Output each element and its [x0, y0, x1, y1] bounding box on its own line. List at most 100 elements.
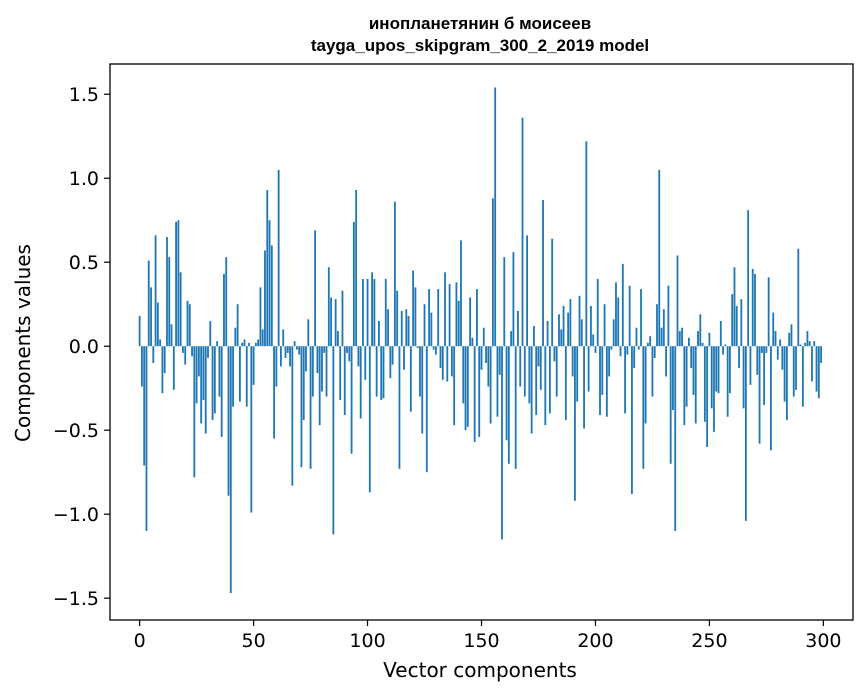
bar — [400, 310, 403, 347]
bar — [514, 346, 517, 469]
bar — [343, 346, 346, 416]
bar — [788, 332, 791, 347]
bar — [280, 346, 282, 367]
bar — [765, 346, 768, 353]
bar — [571, 346, 574, 377]
bar — [439, 346, 442, 369]
bar — [738, 346, 740, 369]
bar — [507, 346, 510, 464]
x-tick-label: 50 — [241, 630, 265, 652]
bar — [268, 220, 271, 347]
bar — [651, 346, 654, 397]
bar — [314, 230, 317, 347]
bar — [804, 342, 807, 347]
bar — [150, 287, 152, 347]
bar — [234, 327, 237, 347]
bar — [569, 299, 572, 347]
bar — [785, 346, 788, 421]
bar — [498, 346, 501, 375]
bar — [254, 342, 257, 347]
bar — [760, 346, 763, 353]
bar — [797, 248, 800, 347]
bar — [223, 273, 225, 347]
bar — [393, 201, 396, 347]
bar — [346, 346, 348, 353]
y-tick-label: 1.5 — [69, 84, 99, 106]
bar — [464, 346, 467, 431]
x-tick-label: 200 — [577, 630, 613, 652]
bar — [660, 327, 663, 347]
bar — [161, 346, 164, 394]
bar — [277, 169, 280, 347]
bar — [428, 289, 430, 347]
bar — [421, 346, 424, 434]
bar — [610, 346, 613, 350]
bar — [646, 342, 649, 347]
bar — [350, 346, 353, 454]
bar — [690, 346, 693, 369]
bar — [801, 346, 804, 407]
bar — [510, 331, 513, 347]
bar — [378, 321, 380, 347]
bar — [182, 346, 184, 353]
bar — [145, 346, 148, 531]
bar — [708, 332, 711, 347]
bar — [544, 346, 547, 426]
bar — [644, 346, 647, 424]
bar — [152, 346, 155, 363]
bar — [332, 346, 335, 535]
bar — [156, 302, 159, 347]
bar — [521, 117, 524, 347]
bar — [562, 305, 565, 347]
x-tick-label: 250 — [691, 630, 727, 652]
bar — [293, 341, 296, 347]
bar — [551, 238, 554, 347]
bar — [580, 319, 583, 347]
bar — [631, 346, 633, 495]
bar — [316, 346, 319, 374]
plot-frame — [109, 63, 854, 621]
bar — [678, 331, 681, 347]
bar — [628, 285, 631, 347]
bar — [583, 346, 585, 429]
bar — [184, 346, 187, 365]
bar — [599, 346, 601, 416]
y-tick-label: −1.0 — [53, 504, 99, 526]
bar — [250, 346, 253, 513]
bar — [706, 346, 709, 447]
bar — [587, 346, 590, 392]
bar — [295, 346, 298, 350]
bar — [553, 346, 556, 362]
y-tick-label: 1.0 — [69, 168, 99, 190]
bar — [692, 346, 695, 395]
bar — [211, 346, 214, 421]
bar — [501, 346, 503, 540]
bar — [270, 245, 273, 347]
bar — [300, 346, 303, 468]
bar — [364, 346, 367, 380]
bar — [368, 346, 371, 493]
bar — [605, 346, 608, 417]
bar — [232, 346, 234, 407]
bar — [687, 337, 690, 347]
bar — [195, 346, 198, 404]
bar — [175, 221, 177, 347]
bar — [341, 290, 344, 347]
bar — [820, 346, 822, 363]
bar — [460, 240, 462, 347]
bar — [423, 304, 426, 347]
bar — [790, 324, 793, 347]
bar — [792, 346, 795, 397]
bar — [409, 346, 412, 412]
bar — [430, 312, 433, 347]
bar — [539, 346, 542, 390]
bar — [482, 327, 485, 347]
bar — [624, 346, 626, 414]
bar — [710, 346, 713, 409]
bar — [311, 346, 314, 397]
bar — [658, 169, 661, 347]
bar — [487, 346, 490, 387]
bar — [530, 346, 533, 434]
bar — [389, 346, 392, 379]
bar — [537, 346, 540, 367]
